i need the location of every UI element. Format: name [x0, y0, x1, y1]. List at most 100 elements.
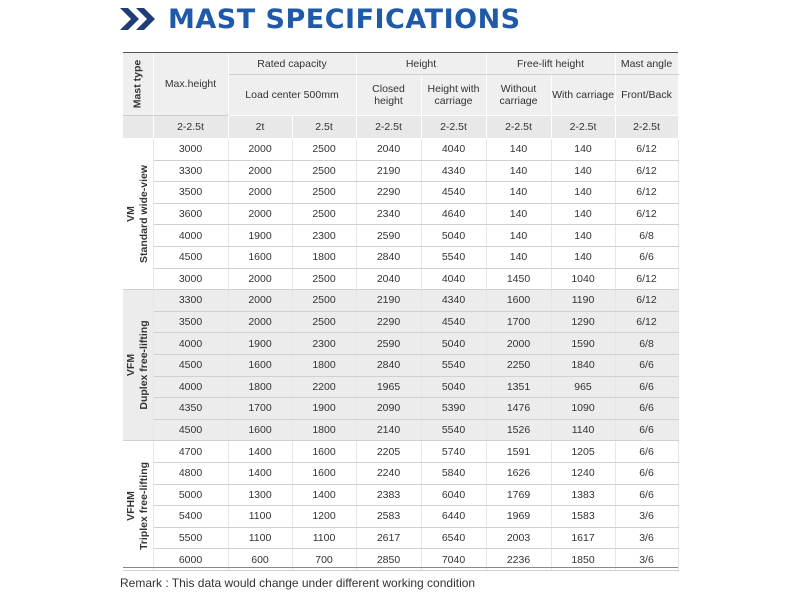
table-cell: 600: [228, 548, 293, 571]
mast-type-header: Mast type: [123, 53, 154, 116]
table-cell: 5400: [153, 505, 229, 528]
table-cell: 1383: [551, 484, 616, 507]
table-cell: 2240: [356, 462, 422, 485]
table-cell: 4000: [153, 376, 229, 399]
table-cell: 2000: [486, 332, 552, 355]
table-cell: 1526: [486, 419, 552, 442]
table-cell: 6/8: [615, 332, 679, 355]
height-with-carriage-header: Height with carriage: [421, 74, 487, 116]
table-cell: 2000: [228, 268, 293, 291]
mast-group-label: VFM Duplex free-lifting: [123, 289, 154, 442]
table-cell: 1140: [551, 419, 616, 442]
table-cell: 2000: [228, 181, 293, 204]
table-row: 5000 1300 1400 2383 6040 1769 1383 6/6: [123, 484, 679, 507]
tonnage-subheader-row: 2-2.5t 2t 2.5t 2-2.5t 2-2.5t 2-2.5t 2-2.…: [123, 115, 679, 139]
table-cell: 140: [486, 181, 552, 204]
table-cell: 140: [551, 246, 616, 269]
subheader-cell: 2-2.5t: [486, 115, 552, 139]
subheader-cell: 2-2.5t: [153, 115, 229, 139]
table-cell: 2583: [356, 505, 422, 528]
table-cell: 2383: [356, 484, 422, 507]
table-cell: 1450: [486, 268, 552, 291]
mast-group-name: Standard wide-view: [137, 165, 150, 264]
table-cell: 140: [486, 203, 552, 226]
table-cell: 6/6: [615, 462, 679, 485]
table-cell: 3/6: [615, 548, 679, 571]
table-cell: 1100: [292, 527, 357, 550]
table-cell: 6/12: [615, 181, 679, 204]
table-cell: 140: [551, 181, 616, 204]
table-cell: 1600: [292, 462, 357, 485]
table-cell: 6/6: [615, 376, 679, 399]
table-row: 3500 2000 2500 2290 4540 140 140 6/12: [123, 181, 679, 204]
table-cell: 3000: [153, 138, 229, 161]
table-cell: 4040: [421, 268, 487, 291]
table-cell: 4540: [421, 311, 487, 334]
table-cell: 1476: [486, 397, 552, 420]
mast-group-name: Duplex free-lifting: [137, 320, 150, 410]
table-cell: 1600: [228, 419, 293, 442]
table-cell: 2000: [228, 138, 293, 161]
mast-group-label: VFHM Triplex free-lifting: [123, 440, 154, 571]
table-cell: 140: [551, 138, 616, 161]
table-cell: 140: [486, 138, 552, 161]
table-cell: 2190: [356, 289, 422, 312]
table-cell: 3500: [153, 181, 229, 204]
table-row: 4000 1900 2300 2590 5040 2000 1590 6/8: [123, 332, 679, 355]
table-cell: 3300: [153, 160, 229, 183]
table-row: 3300 2000 2500 2190 4340 140 140 6/12: [123, 160, 679, 183]
table-cell: 1900: [228, 332, 293, 355]
table-cell: 6000: [153, 548, 229, 571]
mast-group-code: VFM: [124, 354, 137, 377]
front-back-header: Front/Back: [615, 74, 679, 116]
table-cell: 6440: [421, 505, 487, 528]
table-cell: 1769: [486, 484, 552, 507]
table-row: VFM Duplex free-lifting 3300 2000 2500 2190 43…: [123, 289, 679, 442]
table-cell: 2000: [228, 311, 293, 334]
table-row: VM Standard wide-view 3000 2000 2500 2040 4040…: [123, 138, 679, 291]
table-cell: 6/12: [615, 268, 679, 291]
table-cell: 1583: [551, 505, 616, 528]
mast-group-code: VFHM: [124, 490, 137, 521]
title-bar: MAST SPECIFICATIONS: [118, 2, 521, 36]
table-cell: 5390: [421, 397, 487, 420]
table-cell: 2500: [292, 289, 357, 312]
table-cell: 5540: [421, 246, 487, 269]
table-cell: 1700: [486, 311, 552, 334]
table-cell: 1969: [486, 505, 552, 528]
table-cell: 2500: [292, 181, 357, 204]
table-cell: 1290: [551, 311, 616, 334]
table-cell: 1840: [551, 354, 616, 377]
table-cell: 2090: [356, 397, 422, 420]
table-cell: 4350: [153, 397, 229, 420]
table-cell: 6/8: [615, 224, 679, 247]
table-cell: 4800: [153, 462, 229, 485]
table-cell: 3600: [153, 203, 229, 226]
table-cell: 4500: [153, 419, 229, 442]
blank-cell: [123, 115, 154, 139]
table-cell: 140: [486, 224, 552, 247]
table-cell: 2000: [228, 203, 293, 226]
table-cell: 5040: [421, 224, 487, 247]
table-cell: 700: [292, 548, 357, 571]
table-cell: 2340: [356, 203, 422, 226]
table-cell: 1400: [228, 462, 293, 485]
table-cell: 3300: [153, 289, 229, 312]
with-carriage-header: With carriage: [551, 74, 616, 116]
table-row: 3500 2000 2500 2290 4540 1700 1290 6/12: [123, 311, 679, 334]
table-cell: 2040: [356, 268, 422, 291]
table-cell: 1700: [228, 397, 293, 420]
table-cell: 6/6: [615, 484, 679, 507]
table-cell: 6/12: [615, 138, 679, 161]
table-cell: 1800: [228, 376, 293, 399]
table-cell: 2003: [486, 527, 552, 550]
height-header: Height: [356, 53, 487, 75]
table-cell: 5500: [153, 527, 229, 550]
table-cell: 2236: [486, 548, 552, 571]
table-bottom-border: [123, 567, 678, 568]
table-cell: 2190: [356, 160, 422, 183]
mast-angle-header: Mast angle: [615, 53, 679, 75]
table-cell: 6/6: [615, 419, 679, 442]
table-row: 4800 1400 1600 2240 5840 1626 1240 6/6: [123, 462, 679, 485]
table-cell: 965: [551, 376, 616, 399]
